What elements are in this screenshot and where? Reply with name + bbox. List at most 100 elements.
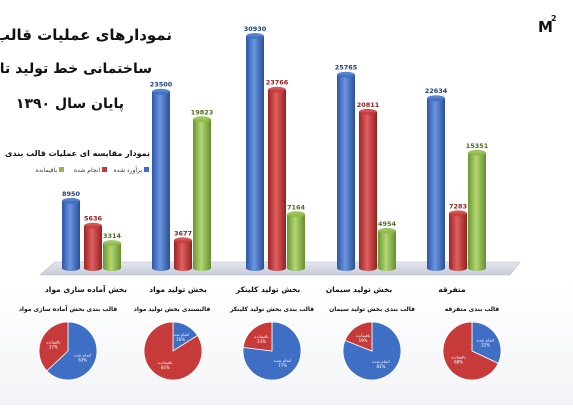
pie-slice: [242, 321, 273, 352]
bar-value-label: 7164: [287, 203, 306, 211]
bar-base: [287, 265, 305, 271]
bar-1-2: [193, 119, 211, 268]
bar-series: 8950 5636 3314 23500 3677 19823 30930 23766 7164…: [62, 25, 489, 271]
bar-base: [359, 265, 377, 271]
bar-value-label: 19823: [191, 108, 214, 116]
legend-label: باقیمانده: [36, 167, 58, 174]
bar-top: [62, 197, 80, 204]
bar-value-label: 3314: [103, 232, 122, 240]
bar-0-2: [103, 243, 121, 268]
bar-top: [174, 237, 192, 244]
bar-value-label: 22634: [425, 87, 448, 95]
bar-2-1: [268, 89, 286, 268]
title-line-2: ساختمانی خط تولید تا: [0, 61, 152, 77]
bar-top: [449, 210, 467, 217]
bar-2-0: [246, 36, 264, 268]
bar-2-2: [287, 214, 305, 268]
pie-slice: [344, 321, 373, 352]
legend-swatch: [102, 167, 107, 172]
category-label: بخش تولید مواد: [149, 285, 207, 294]
category-labels: بخش آماده سازی مواد بخش تولید مواد بخش تول…: [45, 284, 466, 294]
bar-top: [103, 240, 121, 247]
logo: M 2: [538, 14, 557, 36]
bar-value-label: 30930: [244, 25, 267, 33]
bar-chart-title: نمودار مقایسه ای عملیات قالب بندی: [5, 149, 150, 158]
pie-slice-label: باقیمانده: [451, 355, 465, 360]
bar-value-label: 7283: [449, 202, 467, 210]
bar-4-2: [468, 152, 486, 268]
category-label: متفرقه: [438, 285, 466, 294]
bar-base: [246, 265, 264, 271]
bar-top: [84, 222, 102, 229]
legend-swatch: [59, 167, 64, 172]
pie-slice-value: 23%: [257, 339, 266, 344]
bar-base: [84, 265, 102, 271]
bar-top: [287, 211, 305, 218]
bar-base: [427, 265, 445, 271]
bar-top: [468, 149, 486, 156]
pie-slice-label: انجام شده: [74, 352, 91, 357]
bar-top: [268, 86, 286, 93]
bar-value-label: 25765: [335, 64, 358, 72]
pie-slice-label: باقیمانده: [356, 333, 370, 338]
bar-top: [378, 227, 396, 234]
pie-slice: [38, 321, 69, 372]
bar-value-label: 8950: [62, 190, 81, 198]
pie-slice-value: 63%: [78, 357, 87, 362]
bar-1-0: [152, 91, 170, 268]
title-line-3: پایان سال ۱۳۹۰: [16, 96, 124, 112]
pie-slice-value: 32%: [481, 342, 490, 347]
legend-swatch: [144, 167, 149, 172]
bar-4-1: [449, 213, 467, 268]
bar-top: [246, 33, 264, 39]
category-label: بخش تولید سیمان: [326, 285, 393, 294]
bar-3-1: [359, 111, 377, 268]
bar-top: [359, 108, 377, 115]
legend-label: برآورد شده: [114, 165, 143, 174]
bar-base: [62, 265, 80, 271]
bar-top: [337, 71, 355, 78]
pie-slice-value: 16%: [176, 337, 185, 342]
pie-slice-value: 81%: [377, 364, 386, 369]
pie-slice-value: 68%: [454, 360, 463, 365]
bar-value-label: 23500: [150, 81, 173, 89]
pie-slice-label: باقیمانده: [46, 340, 60, 345]
bar-base: [103, 265, 121, 271]
bar-chart-legend: برآورد شده انجام شده باقیمانده: [36, 165, 149, 174]
bar-value-label: 5636: [84, 215, 103, 223]
pie-slice-label: انجام شده: [274, 358, 291, 363]
bar-base: [193, 265, 211, 271]
pie-slice-value: 84%: [161, 365, 170, 370]
bar-4-0: [427, 98, 445, 268]
pie-title: قالب بندی متفرقه: [445, 306, 499, 313]
pie-slice: [46, 321, 98, 381]
legend-label: انجام شده: [74, 167, 100, 174]
bar-value-label: 20811: [357, 101, 380, 109]
bar-base: [268, 265, 286, 271]
bar-base: [174, 265, 192, 271]
pie-slice: [143, 321, 203, 381]
pie-slice-label: انجام شده: [477, 337, 494, 342]
bar-1-1: [174, 240, 192, 268]
bar-3-2: [378, 230, 396, 268]
pie-slice-label: انجام شده: [172, 332, 189, 337]
pie-slice-value: 77%: [278, 363, 287, 368]
bar-base: [378, 265, 396, 271]
category-label: بخش آماده سازی مواد: [45, 284, 127, 294]
title-line-1: نمودارهای عملیات قالب بندی: [0, 26, 172, 44]
bar-base: [152, 265, 170, 271]
bar-base: [337, 265, 355, 271]
pie-title: قالب بندی بخش تولید سیمان: [329, 306, 415, 313]
bar-top: [427, 95, 445, 102]
pie-slice-value: 19%: [359, 338, 368, 343]
pie-title: قالبسندی بخش تولید مواد: [134, 306, 211, 313]
pie-title: قالب بندی بخش تولید کلینکر: [229, 306, 314, 313]
bar-0-0: [62, 200, 80, 268]
bar-top: [152, 88, 170, 95]
